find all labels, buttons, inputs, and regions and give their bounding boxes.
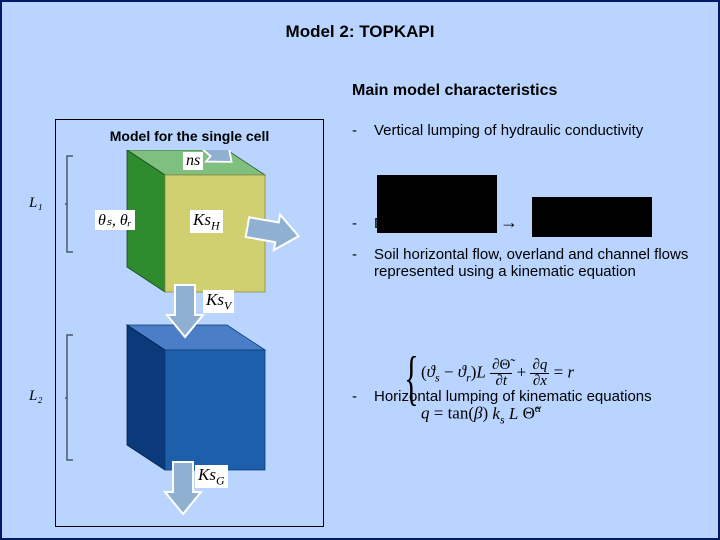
list-item: - Soil horizontal flow, overland and cha… bbox=[352, 246, 702, 280]
bullet-dash: - bbox=[352, 122, 374, 139]
bullet-text: Vertical lumping of hydraulic conductivi… bbox=[374, 122, 702, 139]
label-ksv: KsV bbox=[203, 290, 234, 313]
label-l2: L₂ bbox=[29, 388, 43, 405]
redacted-box-1 bbox=[377, 175, 497, 233]
main-characteristics-heading: Main model characteristics bbox=[352, 82, 557, 100]
label-ksh: KsH bbox=[190, 210, 223, 233]
single-cell-title: Model for the single cell bbox=[55, 128, 324, 144]
bullet-text: Soil horizontal flow, overland and chann… bbox=[374, 246, 702, 280]
bullet-dash: - bbox=[352, 215, 374, 232]
bullet-dash: - bbox=[352, 388, 374, 405]
label-ksg: KsG bbox=[195, 465, 228, 488]
redacted-box-2 bbox=[532, 197, 652, 237]
cell-diagram: L₁ L₂ ns θₛ, θᵣ KsH KsV KsG bbox=[65, 150, 301, 520]
label-ns: ns bbox=[183, 152, 203, 170]
bullet-dash: - bbox=[352, 246, 374, 280]
equation-line-1: (ϑs − ϑr)L ∂Θ̃∂t + ∂q∂x = r bbox=[421, 358, 574, 389]
arrow-icon: → bbox=[500, 212, 518, 233]
kinematic-equations: { (ϑs − ϑr)L ∂Θ̃∂t + ∂q∂x = r q = tan(β)… bbox=[397, 354, 574, 431]
label-theta: θₛ, θᵣ bbox=[95, 210, 135, 230]
slide-title: Model 2: TOPKAPI bbox=[2, 22, 718, 42]
slide: Model 2: TOPKAPI Main model characterist… bbox=[0, 0, 720, 540]
list-item: - Vertical lumping of hydraulic conducti… bbox=[352, 122, 702, 139]
brace-icon: { bbox=[404, 354, 418, 402]
equation-line-2: q = tan(β) ks L Θ̃α bbox=[421, 401, 574, 427]
label-l1: L₁ bbox=[29, 195, 43, 212]
